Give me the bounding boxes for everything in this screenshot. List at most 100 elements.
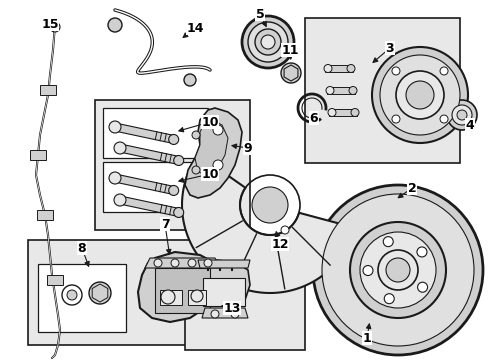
Circle shape <box>154 259 162 267</box>
Text: 8: 8 <box>78 242 86 255</box>
Text: 3: 3 <box>385 41 393 54</box>
Circle shape <box>439 115 447 123</box>
Bar <box>203 278 244 306</box>
Bar <box>37 210 53 220</box>
Circle shape <box>439 67 447 75</box>
Circle shape <box>50 22 60 32</box>
Circle shape <box>327 108 335 117</box>
Bar <box>38 264 126 332</box>
Circle shape <box>187 259 196 267</box>
Polygon shape <box>198 260 249 268</box>
Polygon shape <box>184 108 242 198</box>
Circle shape <box>446 100 476 130</box>
Polygon shape <box>119 144 179 165</box>
Circle shape <box>395 71 443 119</box>
Circle shape <box>385 258 409 282</box>
Circle shape <box>191 290 203 302</box>
Circle shape <box>325 86 333 95</box>
Bar <box>160 290 182 305</box>
Text: 4: 4 <box>465 118 473 131</box>
Circle shape <box>371 47 467 143</box>
Circle shape <box>213 160 223 170</box>
Bar <box>103 162 207 212</box>
Polygon shape <box>92 284 107 302</box>
Text: 6: 6 <box>309 112 318 125</box>
Text: 5: 5 <box>255 8 264 21</box>
Circle shape <box>89 282 111 304</box>
Polygon shape <box>182 154 354 293</box>
Circle shape <box>379 55 459 135</box>
Circle shape <box>171 259 179 267</box>
Circle shape <box>94 287 106 299</box>
Bar <box>326 87 354 94</box>
Text: 10: 10 <box>201 167 218 180</box>
Circle shape <box>242 16 293 68</box>
Circle shape <box>210 310 219 318</box>
Circle shape <box>213 125 223 135</box>
Circle shape <box>359 232 435 308</box>
Circle shape <box>451 105 471 125</box>
Circle shape <box>348 86 356 95</box>
Polygon shape <box>114 123 174 143</box>
Text: 13: 13 <box>223 302 240 315</box>
Circle shape <box>405 81 433 109</box>
Text: 2: 2 <box>407 181 415 194</box>
Text: 14: 14 <box>186 22 203 35</box>
Circle shape <box>168 185 178 195</box>
Polygon shape <box>202 308 247 318</box>
Polygon shape <box>119 196 179 216</box>
Circle shape <box>192 166 200 174</box>
Text: 12: 12 <box>271 238 288 251</box>
Text: 9: 9 <box>243 141 252 154</box>
Bar <box>187 290 205 305</box>
Polygon shape <box>145 258 220 268</box>
Text: 15: 15 <box>41 18 59 31</box>
Bar <box>95 100 249 230</box>
Circle shape <box>230 310 239 318</box>
Polygon shape <box>138 252 218 322</box>
Circle shape <box>285 68 295 78</box>
Circle shape <box>383 237 392 247</box>
Circle shape <box>254 29 281 55</box>
Circle shape <box>391 67 399 75</box>
Circle shape <box>168 135 178 144</box>
Circle shape <box>281 226 288 234</box>
Circle shape <box>67 290 77 300</box>
Circle shape <box>108 18 122 32</box>
Circle shape <box>114 194 126 206</box>
Polygon shape <box>114 174 174 194</box>
Polygon shape <box>195 260 249 315</box>
Circle shape <box>114 142 126 154</box>
Circle shape <box>324 64 331 72</box>
Text: 7: 7 <box>160 217 169 230</box>
Circle shape <box>456 110 466 120</box>
Bar <box>305 18 459 163</box>
Bar <box>328 109 356 116</box>
Bar <box>155 268 209 313</box>
Circle shape <box>173 156 183 166</box>
Polygon shape <box>284 65 297 81</box>
Circle shape <box>161 290 175 304</box>
Bar <box>47 275 63 285</box>
Circle shape <box>416 247 426 257</box>
Circle shape <box>281 63 301 83</box>
Bar <box>40 85 56 95</box>
Bar <box>103 108 207 158</box>
Circle shape <box>377 250 417 290</box>
Bar <box>184 255 305 350</box>
Circle shape <box>173 207 183 217</box>
Circle shape <box>349 222 445 318</box>
Circle shape <box>109 172 121 184</box>
Circle shape <box>247 22 287 62</box>
Circle shape <box>261 35 274 49</box>
Circle shape <box>203 259 212 267</box>
Circle shape <box>417 282 427 292</box>
Bar <box>28 240 227 345</box>
Circle shape <box>346 64 354 72</box>
Circle shape <box>312 185 482 355</box>
Polygon shape <box>195 120 227 175</box>
Text: 1: 1 <box>362 332 370 345</box>
Circle shape <box>251 187 287 223</box>
Circle shape <box>321 194 473 346</box>
Circle shape <box>109 121 121 133</box>
